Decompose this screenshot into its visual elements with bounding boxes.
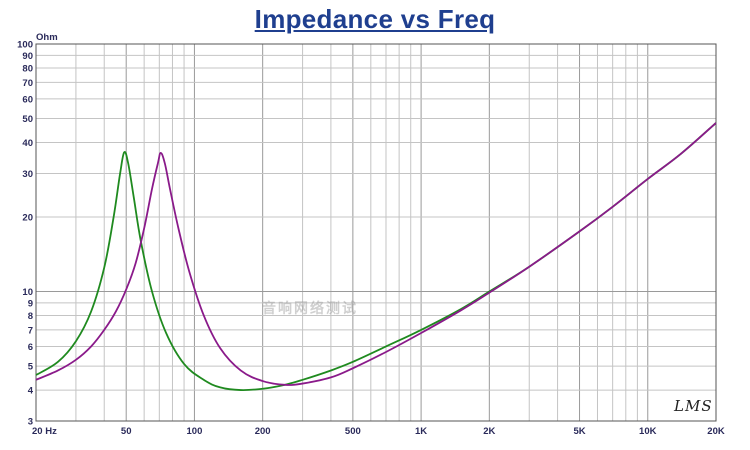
chart-title: Impedance vs Freq (254, 4, 496, 34)
y-tick-label: 20 (22, 213, 33, 224)
y-tick-label: 5 (28, 362, 34, 373)
impedance-series-line-2 (35, 122, 717, 386)
x-tick-label: 100 (187, 426, 203, 437)
y-tick-label: 40 (22, 138, 33, 149)
y-tick-label: 4 (28, 386, 34, 397)
y-tick-label: 50 (22, 114, 33, 125)
y-tick-label: 10 (22, 287, 33, 298)
y-axis-unit-label: Ohm (36, 32, 58, 43)
x-tick-label: 10K (639, 426, 657, 437)
lms-logo: LMS (674, 397, 713, 415)
x-tick-label: 50 (121, 426, 132, 437)
x-tick-label: 5K (573, 426, 585, 437)
series-layer (35, 122, 717, 392)
x-tick-label: 200 (255, 426, 271, 437)
x-tick-label: 20 Hz (32, 426, 57, 437)
y-tick-label: 90 (22, 51, 33, 62)
y-tick-label: 30 (22, 169, 33, 180)
x-axis-ticks: 20 Hz 50 100 200 500 1K 2K 5K 10K 20K (32, 426, 725, 437)
watermark: 音响网络测试 (262, 300, 358, 316)
x-tick-label: 500 (345, 426, 361, 437)
y-tick-label: 80 (22, 63, 33, 74)
x-tick-label: 1K (415, 426, 427, 437)
x-tick-label: 20K (707, 426, 725, 437)
y-tick-label: 9 (28, 298, 33, 309)
y-tick-label: 8 (28, 311, 33, 322)
y-tick-label: 100 (17, 40, 33, 51)
grid (35, 43, 717, 422)
y-tick-label: 7 (28, 325, 33, 336)
x-tick-label: 2K (483, 426, 495, 437)
y-tick-label: 60 (22, 94, 33, 105)
plot-frame (35, 43, 717, 422)
y-tick-label: 3 (28, 417, 33, 428)
y-tick-label: 6 (28, 342, 33, 353)
y-tick-label: 70 (22, 78, 33, 89)
